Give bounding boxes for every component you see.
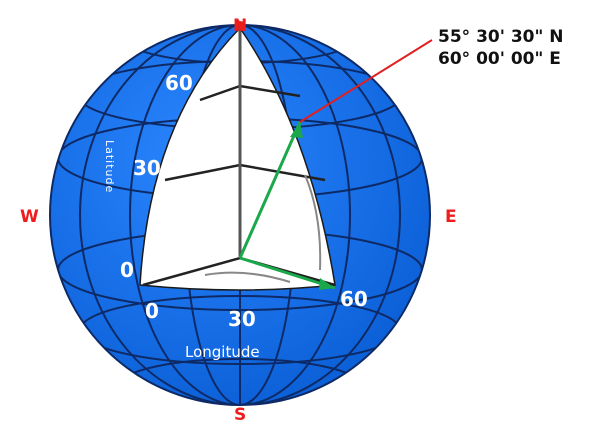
latitude-tick-60: 60 <box>165 71 193 95</box>
latitude-tick-0: 0 <box>120 258 134 282</box>
latitude-vector <box>238 121 302 259</box>
pointer-line <box>299 39 433 123</box>
compass-east: E <box>445 207 457 227</box>
compass-west: W <box>20 207 39 227</box>
latitude-arc <box>304 174 322 271</box>
latitude-arrowhead <box>290 122 303 138</box>
longitude-axis-label: Longitude <box>185 343 260 361</box>
latitude-axis-label: Latitude <box>103 140 116 193</box>
longitude-vector <box>239 256 336 290</box>
longitude-tick-30: 30 <box>228 307 256 331</box>
longitude-tick-60: 60 <box>340 287 368 311</box>
longitude-arc <box>204 271 291 283</box>
coordinate-longitude-label: 60° 00' 00" E <box>438 49 561 69</box>
longitude-arrowhead <box>319 278 335 290</box>
longitude-tick-0: 0 <box>145 299 159 323</box>
compass-north: N <box>233 16 247 36</box>
latitude-tick-30: 30 <box>133 156 161 180</box>
compass-south: S <box>234 405 246 425</box>
coordinate-latitude-label: 55° 30' 30" N <box>438 27 564 47</box>
north-pole-marker <box>235 21 245 31</box>
